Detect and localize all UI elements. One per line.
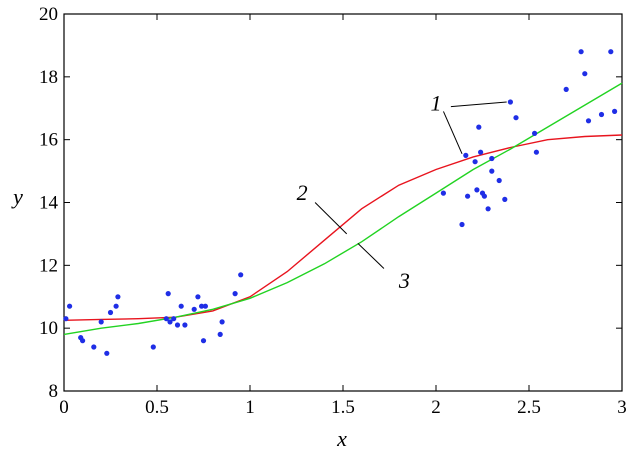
data-point xyxy=(582,71,588,77)
y-tick-label: 18 xyxy=(39,67,58,88)
data-point xyxy=(507,99,513,105)
data-point xyxy=(440,190,446,196)
data-point xyxy=(178,303,184,309)
data-point xyxy=(113,303,119,309)
y-tick-label: 16 xyxy=(39,130,58,151)
plot-border xyxy=(63,13,623,392)
data-point xyxy=(167,319,173,325)
data-point xyxy=(238,272,244,278)
x-tick-label: 1.5 xyxy=(331,397,355,418)
data-point xyxy=(150,344,156,350)
annotation-leader xyxy=(357,242,385,269)
y-tick-label: 12 xyxy=(39,255,58,276)
x-tick-label: 0 xyxy=(59,397,69,418)
data-point xyxy=(232,291,238,297)
y-tick-label: 8 xyxy=(49,381,59,402)
series-line-2 xyxy=(63,82,623,336)
data-point xyxy=(63,316,69,322)
data-point xyxy=(598,111,605,118)
data-point xyxy=(513,115,519,121)
data-point xyxy=(199,303,205,309)
data-point xyxy=(219,319,225,325)
data-point xyxy=(578,49,584,55)
data-point xyxy=(171,316,177,322)
data-point xyxy=(163,316,169,322)
data-point xyxy=(563,86,569,92)
data-point xyxy=(474,187,480,193)
annotation-leader xyxy=(450,101,507,108)
data-point xyxy=(165,291,171,297)
data-point xyxy=(67,303,73,309)
data-point xyxy=(489,155,495,162)
data-point xyxy=(489,168,495,174)
data-point xyxy=(476,124,482,130)
data-point xyxy=(104,350,110,356)
data-point xyxy=(98,319,104,325)
data-point xyxy=(463,152,469,158)
x-tick-label: 2 xyxy=(431,397,441,418)
data-point xyxy=(115,294,121,300)
data-point xyxy=(459,221,465,228)
annotation-label-3: 3 xyxy=(398,268,410,293)
x-tick-label: 1 xyxy=(245,397,255,418)
y-tick-label: 14 xyxy=(39,193,59,214)
data-point xyxy=(191,306,197,312)
data-point xyxy=(465,193,471,199)
points-layer xyxy=(63,49,618,356)
data-point xyxy=(502,196,508,202)
x-tick-label: 3 xyxy=(617,397,627,418)
x-tick-label: 0.5 xyxy=(145,397,169,418)
annotation-label-2: 2 xyxy=(297,180,308,205)
data-point xyxy=(174,322,181,328)
data-point xyxy=(107,309,114,316)
data-point xyxy=(472,159,478,165)
x-axis-label: x xyxy=(336,426,347,451)
data-point xyxy=(585,118,592,124)
y-axis-label: y xyxy=(11,184,23,209)
annotation-leader xyxy=(314,202,348,235)
data-point xyxy=(80,338,86,344)
data-point xyxy=(200,338,207,344)
data-point xyxy=(202,303,208,309)
data-point xyxy=(533,149,540,155)
annotation-leader xyxy=(442,111,463,155)
plot-frame xyxy=(63,13,623,392)
data-point xyxy=(485,206,491,212)
x-tick-label: 2.5 xyxy=(517,397,541,418)
data-point xyxy=(478,149,484,155)
data-point xyxy=(481,193,487,199)
data-point xyxy=(217,331,223,337)
annotations-layer: 1 2 3 xyxy=(297,91,507,293)
data-point xyxy=(195,294,201,300)
data-point xyxy=(532,130,538,136)
data-point xyxy=(182,322,188,328)
data-point xyxy=(496,177,502,184)
data-point xyxy=(608,49,614,55)
data-point xyxy=(91,344,97,350)
series-line-1 xyxy=(63,134,623,321)
data-point xyxy=(612,108,618,114)
y-tick-label: 10 xyxy=(39,318,58,339)
series-layer xyxy=(63,82,623,336)
annotation-label-1: 1 xyxy=(431,91,442,116)
y-tick-label: 20 xyxy=(39,4,58,25)
